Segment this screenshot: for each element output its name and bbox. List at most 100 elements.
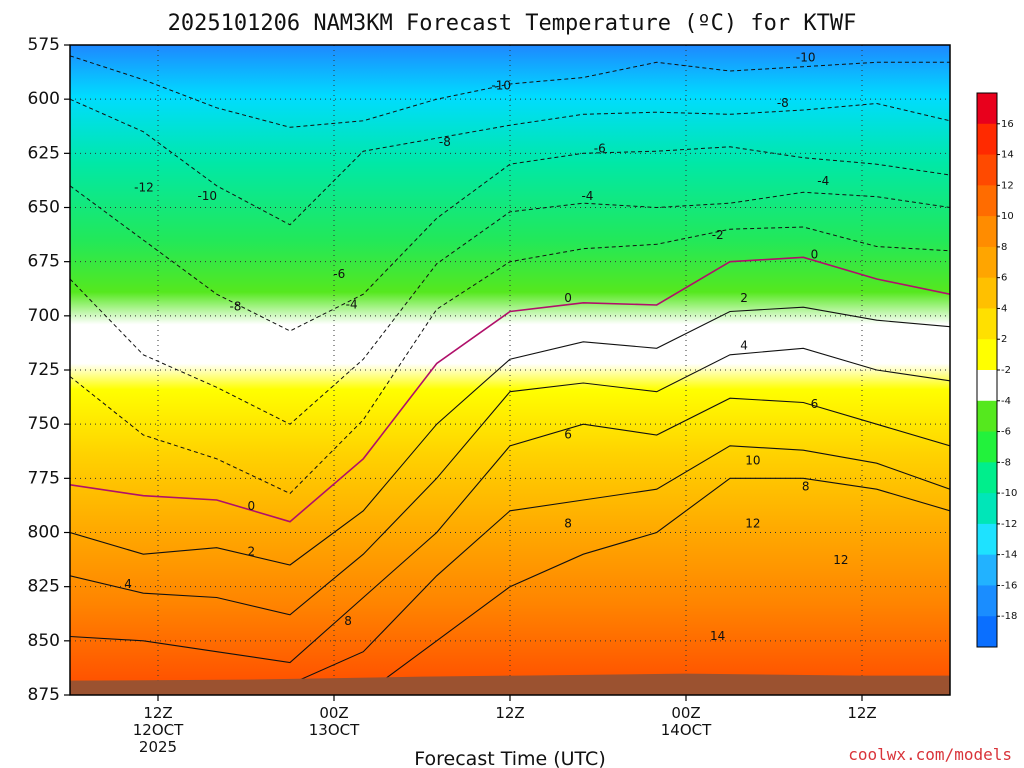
isotherm-line: [70, 477, 950, 695]
x-axis-label: Forecast Time (UTC): [414, 748, 605, 768]
colorbar-swatch: [977, 462, 997, 494]
contour-label: 6: [811, 397, 819, 411]
colorbar-label: 2: [1001, 334, 1007, 345]
y-tick-label: 725: [28, 360, 60, 380]
contour-label: -10: [796, 51, 816, 65]
contour-label: 8: [802, 480, 810, 494]
colorbar-label: 14: [1001, 150, 1014, 161]
ground-surface: [70, 673, 950, 695]
colorbar-swatch: [977, 431, 997, 463]
colorbar-label: -6: [1001, 427, 1011, 438]
colorbar-label: -16: [1001, 580, 1017, 591]
isotherm-line: [70, 146, 950, 332]
contour-label: 6: [564, 428, 572, 442]
colorbar-swatch: [977, 585, 997, 617]
contour-label: 0: [247, 499, 255, 513]
colorbar-swatch: [977, 554, 997, 586]
colorbar-swatch: [977, 216, 997, 248]
colorbar-label: 4: [1001, 303, 1007, 314]
contour-label: -4: [581, 189, 593, 203]
contour-label: -8: [777, 96, 789, 110]
credit-text: coolwx.com/models: [848, 745, 1012, 764]
colorbar-label: -18: [1001, 611, 1017, 622]
contour-label: -6: [594, 142, 606, 156]
contour-label: 4: [124, 577, 132, 591]
x-tick-label: 13OCT: [309, 721, 360, 739]
y-tick-label: 650: [28, 198, 60, 218]
y-tick-label: 575: [28, 35, 60, 55]
x-tick-label: 00Z: [319, 704, 348, 722]
contour-label: -4: [817, 174, 829, 188]
colorbar-swatch: [977, 123, 997, 156]
contour-label: -8: [439, 135, 451, 149]
colorbar-label: 8: [1001, 242, 1007, 253]
colorbar-swatch: [977, 339, 997, 371]
colorbar-swatch: [977, 93, 997, 125]
colorbar-swatch: [977, 308, 997, 340]
y-tick-label: 775: [28, 468, 60, 488]
contour-label: -2: [712, 228, 724, 242]
contour-label: -10: [491, 79, 511, 93]
isotherm-line: [70, 226, 950, 495]
colorbar-label: 16: [1001, 119, 1014, 130]
colorbar-label: -14: [1001, 550, 1017, 561]
isotherm-line: [70, 191, 950, 425]
contour-label: 4: [740, 339, 748, 353]
y-axis-ticks: 575 600 625 650 675 700 725 750 775 800 825 850 875: [28, 35, 70, 705]
contour-label: 0: [811, 248, 819, 262]
contour-label: 12: [745, 516, 760, 530]
contour-label: -6: [333, 267, 345, 281]
colorbar-swatch: [977, 400, 997, 433]
colorbar-swatch: [977, 185, 997, 217]
y-tick-label: 625: [28, 143, 60, 163]
contour-label: -10: [197, 189, 217, 203]
colorbar-swatch: [977, 277, 997, 309]
colorbar-label: -4: [1001, 396, 1011, 407]
colorbar-label: 10: [1001, 211, 1014, 222]
contour-label: 8: [564, 516, 572, 530]
colorbar-swatch: [977, 523, 997, 556]
y-tick-label: 800: [28, 523, 60, 543]
colorbar-swatch: [977, 246, 997, 279]
colorbar-label: -8: [1001, 457, 1011, 468]
y-tick-label: 600: [28, 89, 60, 109]
contour-label: 0: [564, 291, 572, 305]
contour-label: 10: [745, 454, 760, 468]
isotherm-line: [70, 306, 950, 566]
x-tick-label: 14OCT: [661, 721, 712, 739]
contour-label: 14: [710, 629, 725, 643]
plot-area: -10 -10 -12 -10 -8 -8 -8 -6 -6 -4 -4 -4 -2 0 0 0 2 2 4 4 6 6 8…: [70, 45, 950, 695]
x-tick-label: 12Z: [495, 704, 524, 722]
contour-labels: -10 -10 -12 -10 -8 -8 -8 -6 -6 -4 -4 -4 -2 0 0 0 2 2 4 4 6 6 8…: [124, 51, 848, 644]
colorbar: -18 -16 -14 -12 -10 -8 -6 -4 -2 2 4 6 8 10 12 14 16: [976, 92, 1017, 648]
y-tick-label: 750: [28, 414, 60, 434]
isotherm-line: [70, 98, 950, 226]
colorbar-label: 12: [1001, 180, 1014, 191]
colorbar-label: -2: [1001, 365, 1011, 376]
colorbar-swatch: [977, 154, 997, 186]
y-tick-label: 825: [28, 577, 60, 597]
colorbar-swatch: [977, 370, 997, 402]
contour-label: -8: [229, 300, 241, 314]
x-tick-label: 00Z: [671, 704, 700, 722]
colorbar-swatch: [977, 493, 997, 525]
y-tick-label: 850: [28, 631, 60, 651]
colorbar-swatch: [977, 616, 997, 648]
x-tick-label: 12Z: [847, 704, 876, 722]
colorbar-label: -10: [1001, 488, 1017, 499]
contour-label: 8: [344, 614, 352, 628]
contour-label: -12: [134, 181, 154, 195]
y-tick-label: 700: [28, 306, 60, 326]
x-tick-label: 12OCT: [133, 721, 184, 739]
contour-label: 2: [247, 545, 255, 559]
colorbar-label: 6: [1001, 273, 1007, 284]
contour-label: 12: [833, 553, 848, 567]
x-tick-label: 2025: [139, 738, 177, 756]
isotherm-line: [70, 397, 950, 664]
isotherm-line: [70, 256, 950, 523]
isotherm-line: [70, 347, 950, 616]
y-tick-label: 675: [28, 252, 60, 272]
contour-label: -4: [346, 298, 358, 312]
colorbar-label: -12: [1001, 519, 1017, 530]
